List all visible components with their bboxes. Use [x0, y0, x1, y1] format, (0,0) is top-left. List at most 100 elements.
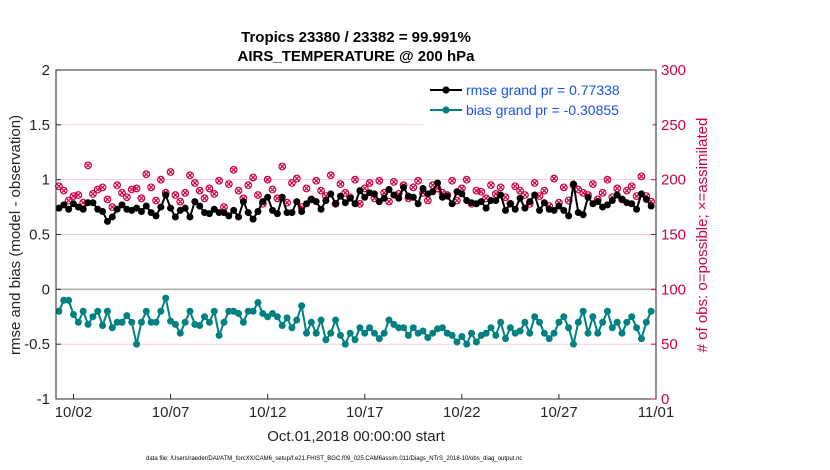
rmse-point [458, 190, 466, 198]
bias-point [317, 316, 325, 324]
y2-tick-label: 250 [661, 117, 686, 134]
obs-assimilated-marker [517, 187, 524, 194]
obs-assimilated-marker [352, 176, 359, 183]
bias-point [579, 307, 587, 315]
obs-assimilated-marker [288, 179, 295, 186]
obs-assimilated-marker [279, 163, 286, 170]
bias-point [118, 318, 126, 326]
obs-assimilated-marker [75, 191, 82, 199]
bias-point [400, 324, 408, 332]
obs-assimilated-marker [182, 189, 189, 196]
chart-subtitle: AIRS_TEMPERATURE @ 200 hPa [238, 48, 476, 65]
y-tick-label: 0.5 [29, 227, 50, 244]
bias-point [210, 307, 218, 315]
rmse-point [448, 200, 456, 208]
x-tick-label: 10/02 [55, 404, 93, 421]
obs-assimilated-marker [254, 191, 261, 199]
obs-assimilated-marker [623, 187, 630, 194]
rmse-point [555, 202, 563, 210]
bias-point [239, 318, 247, 326]
rmse-point [302, 200, 310, 208]
legend-bias-marker [442, 106, 450, 114]
rmse-point [108, 213, 116, 221]
bias-point [128, 318, 136, 326]
obs-assimilated-marker [487, 182, 494, 189]
legend-rmse-label: rmse grand pr = 0.77338 [466, 82, 620, 98]
rmse-point [288, 209, 296, 217]
obs-possible-marker [312, 176, 321, 185]
bias-point [346, 329, 354, 337]
bias-point [603, 307, 611, 315]
bias-point [65, 296, 73, 304]
obs-assimilated-marker [85, 162, 92, 169]
rmse-point [239, 198, 247, 206]
data-file-footnote: data file: /Users/raeder/DAI/ATM_forcXX/… [146, 456, 522, 462]
rmse-point [477, 198, 485, 206]
bias-point [157, 307, 165, 315]
rmse-point [579, 211, 587, 219]
obs-possible-marker [205, 184, 214, 193]
obs-assimilated-marker [186, 172, 194, 179]
bias-point [487, 324, 495, 332]
bias-point [225, 307, 233, 315]
obs-assimilated-marker [449, 177, 456, 184]
bias-point [312, 329, 320, 337]
chart-title: Tropics 23380 / 23382 = 99.991% [241, 29, 471, 46]
obs-possible-marker [229, 165, 238, 174]
obs-assimilated-marker [531, 179, 538, 186]
obs-possible-marker [637, 172, 646, 181]
obs-possible-marker [409, 183, 418, 192]
obs-assimilated-marker [201, 195, 208, 202]
bias-point [472, 338, 480, 346]
rmse-point [502, 206, 510, 214]
bias-point [302, 329, 310, 337]
rmse-point [565, 212, 573, 220]
rmse-point [497, 191, 505, 199]
obs-possible-marker [540, 186, 549, 195]
obs-assimilated-marker [89, 190, 96, 197]
obs-possible-marker [59, 186, 68, 195]
obs-assimilated-marker [114, 182, 121, 189]
obs-possible-marker [341, 188, 350, 197]
obs-possible-marker [118, 188, 126, 197]
bias-point [171, 320, 179, 328]
bias-point [249, 307, 257, 315]
obs-assimilated-marker [143, 171, 150, 178]
rmse-point [235, 213, 243, 221]
obs-possible-marker [622, 186, 631, 195]
y-tick-label: -1 [37, 391, 50, 408]
obs-possible-marker [588, 180, 597, 188]
obs-possible-marker [234, 186, 243, 195]
rmse-point [273, 210, 281, 218]
x-tick-label: 10/27 [540, 404, 578, 421]
bias-point [244, 307, 252, 315]
rmse-point [293, 198, 301, 206]
bias-point [84, 320, 92, 328]
obs-possible-marker [530, 179, 539, 187]
rmse-point [142, 202, 150, 210]
bias-point [351, 336, 359, 344]
rmse-point [118, 201, 126, 209]
bias-point [492, 331, 500, 339]
obs-possible-marker [414, 176, 423, 185]
rmse-point [361, 193, 369, 201]
bias-point [293, 316, 301, 324]
bias-point [103, 307, 111, 315]
rmse-point [409, 193, 417, 201]
obs-possible-marker [550, 174, 558, 183]
obs-assimilated-marker [216, 177, 223, 184]
bias-point [502, 335, 510, 343]
x-tick-label: 10/12 [249, 404, 287, 421]
bias-point [409, 324, 417, 332]
rmse-point [191, 198, 199, 206]
obs-possible-marker [389, 177, 398, 186]
rmse-point [356, 187, 364, 195]
rmse-point [380, 194, 388, 202]
obs-assimilated-marker [220, 204, 227, 211]
y-tick-label: -0.5 [24, 336, 50, 353]
rmse-point [244, 209, 252, 217]
rmse-point [526, 198, 534, 206]
obs-assimilated-marker [196, 187, 203, 194]
bias-point [419, 327, 427, 335]
obs-possible-marker [326, 171, 335, 180]
